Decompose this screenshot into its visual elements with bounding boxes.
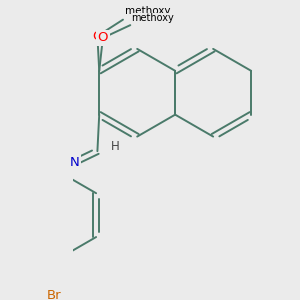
Text: N: N [70,156,80,169]
Text: methoxy: methoxy [131,13,174,23]
Text: O: O [92,30,103,43]
Text: O: O [98,32,108,44]
Text: Br: Br [47,289,62,300]
Text: H: H [111,140,120,153]
Text: methoxy: methoxy [125,6,170,16]
